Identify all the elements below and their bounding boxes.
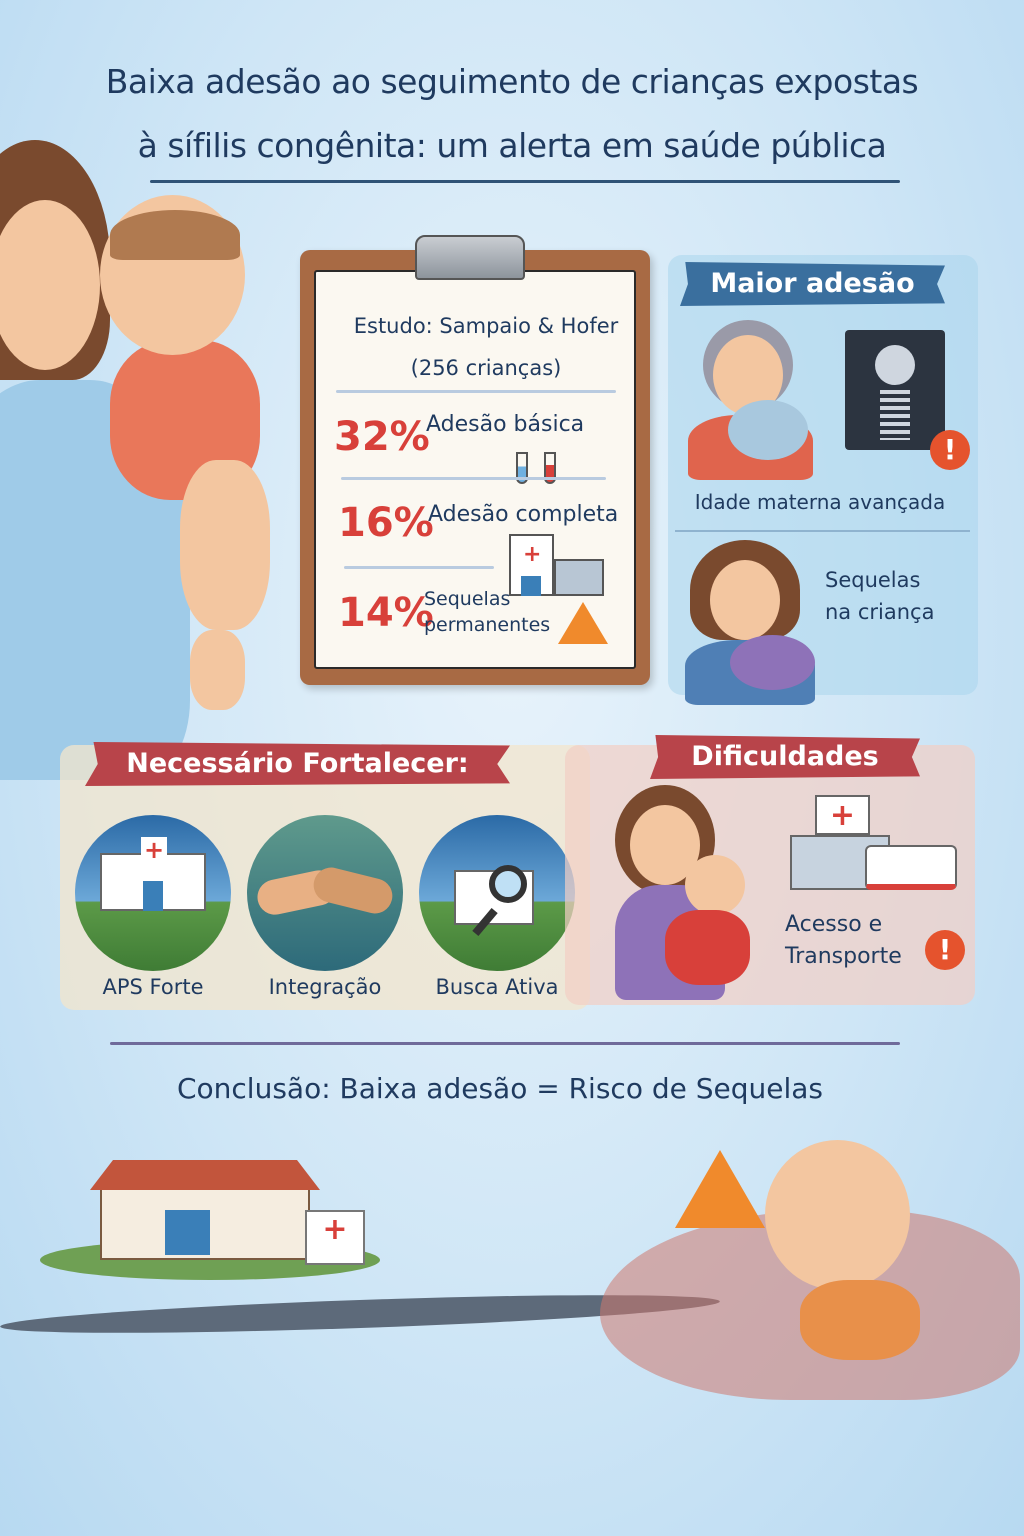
fortalecer-item-label: Busca Ativa xyxy=(435,975,559,999)
clinic-icon: + xyxy=(75,815,231,971)
maior-adesao-item-label: Idade materna avançada xyxy=(694,490,946,514)
stat-value: 14% xyxy=(338,590,434,636)
maior-adesao-item-label: na criança xyxy=(825,600,935,624)
fortalecer-banner: Necessário Fortalecer: xyxy=(85,742,510,786)
stat-label: Adesão básica xyxy=(426,412,585,437)
maior-adesao-banner: Maior adesão xyxy=(680,262,945,306)
study-sample: (256 crianças) xyxy=(410,356,562,380)
xray-icon xyxy=(845,330,945,450)
hospital-ambulance-icon: + xyxy=(785,795,960,900)
house-search-icon xyxy=(419,815,575,971)
stat-label: Sequelas xyxy=(424,588,511,610)
bottom-scene-illustration: + xyxy=(0,1140,1024,1400)
handshake-icon xyxy=(247,815,403,971)
hospital-icon: + xyxy=(501,534,606,596)
stat-value: 16% xyxy=(338,500,434,546)
stat-label: Adesão completa xyxy=(428,502,619,527)
maior-adesao-item-label: Sequelas xyxy=(825,568,921,592)
dificuldades-banner: Dificuldades xyxy=(650,735,920,779)
fortalecer-item-label: Integração xyxy=(268,975,382,999)
clipboard-clip xyxy=(415,235,525,280)
dificuldades-label: Transporte xyxy=(785,944,902,969)
conclusion-divider xyxy=(110,1042,900,1045)
stat-value: 32% xyxy=(334,414,430,460)
study-heading: Estudo: Sampaio & Hofer xyxy=(353,314,619,338)
title-line-1: Baixa adesão ao seguimento de crianças e… xyxy=(105,62,919,101)
warning-icon xyxy=(558,602,608,644)
title-divider xyxy=(150,180,900,183)
conclusion-text: Conclusão: Baixa adesão = Risco de Seque… xyxy=(176,1072,824,1105)
warning-icon xyxy=(675,1150,765,1228)
alert-icon: ! xyxy=(925,930,965,970)
test-tube-icon xyxy=(516,452,528,484)
divider xyxy=(675,530,970,532)
stat-label: permanentes xyxy=(424,614,551,636)
dificuldades-label: Acesso e xyxy=(785,912,883,937)
fortalecer-item-label: APS Forte xyxy=(102,975,204,999)
girl-baby-illustration xyxy=(600,785,760,1000)
grandmother-baby-illustration xyxy=(688,320,813,480)
test-tube-icon xyxy=(544,452,556,484)
title-line-2: à sífilis congênita: um alerta em saúde … xyxy=(137,126,887,165)
mother-baby-illustration xyxy=(680,540,820,705)
study-clipboard: Estudo: Sampaio & Hofer (256 crianças) 3… xyxy=(300,250,650,685)
alert-icon: ! xyxy=(930,430,970,470)
mother-baby-illustration xyxy=(0,140,285,780)
